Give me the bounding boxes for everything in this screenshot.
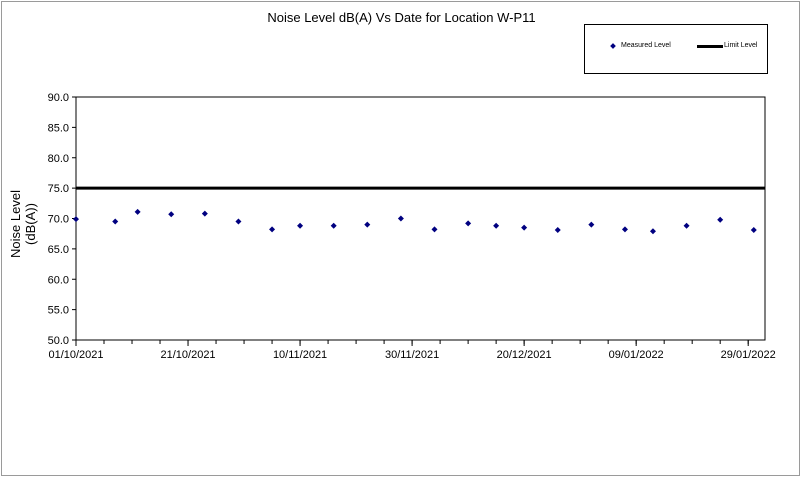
chart-title-text: Noise Level dB(A) Vs Date for Location W… bbox=[267, 10, 536, 25]
x-tick-label: 29/01/2022 bbox=[721, 349, 776, 361]
measured-level-point bbox=[134, 208, 141, 215]
y-tick-label: 80.0 bbox=[48, 153, 69, 165]
measured-level-point bbox=[397, 215, 404, 222]
measured-level-point bbox=[364, 221, 371, 228]
measured-level-point bbox=[297, 222, 304, 229]
measured-level-point bbox=[330, 222, 337, 229]
legend-line-marker bbox=[697, 45, 723, 48]
measured-level-point bbox=[465, 220, 472, 227]
measured-level-point bbox=[554, 227, 561, 234]
measured-level-point bbox=[621, 226, 628, 233]
measured-level-point bbox=[649, 228, 656, 235]
y-tick-label: 70.0 bbox=[48, 214, 69, 226]
y-axis-label-line2: (dB(A)) bbox=[23, 203, 38, 245]
y-tick-label: 55.0 bbox=[48, 305, 69, 317]
legend: Measured Level Limit Level bbox=[584, 24, 768, 74]
x-tick-label: 30/11/2021 bbox=[385, 349, 439, 361]
x-tick-label: 10/11/2021 bbox=[273, 349, 327, 361]
measured-level-point bbox=[269, 226, 276, 233]
y-axis-label: Noise Level (dB(A)) bbox=[8, 190, 38, 258]
measured-level-point bbox=[431, 226, 438, 233]
measured-level-point bbox=[493, 222, 500, 229]
y-tick-label: 85.0 bbox=[48, 122, 69, 134]
measured-level-point bbox=[588, 221, 595, 228]
y-tick-label: 75.0 bbox=[48, 183, 69, 195]
plot-area-border bbox=[75, 96, 766, 341]
measured-level-point bbox=[168, 211, 175, 218]
measured-level-point bbox=[521, 224, 528, 231]
y-tick-label: 50.0 bbox=[48, 335, 69, 347]
measured-level-point bbox=[683, 222, 690, 229]
measured-level-point bbox=[112, 218, 119, 225]
measured-level-point bbox=[201, 210, 208, 217]
y-axis-label-line1: Noise Level bbox=[8, 190, 23, 258]
x-tick-label: 09/01/2022 bbox=[609, 349, 664, 361]
y-tick-label: 65.0 bbox=[48, 244, 69, 256]
chart-title: Noise Level dB(A) Vs Date for Location W… bbox=[0, 10, 803, 25]
measured-level-point bbox=[235, 218, 242, 225]
measured-level-point bbox=[717, 216, 724, 223]
x-tick-label: 01/10/2021 bbox=[48, 349, 103, 361]
legend-label-limit: Limit Level bbox=[724, 42, 758, 49]
legend-label-measured: Measured Level bbox=[621, 42, 671, 49]
measured-level-point bbox=[750, 227, 757, 234]
y-tick-label: 90.0 bbox=[48, 92, 69, 104]
measured-level-point bbox=[73, 216, 79, 223]
y-tick-label: 60.0 bbox=[48, 274, 69, 286]
x-tick-label: 21/10/2021 bbox=[161, 349, 216, 361]
x-tick-label: 20/12/2021 bbox=[497, 349, 552, 361]
